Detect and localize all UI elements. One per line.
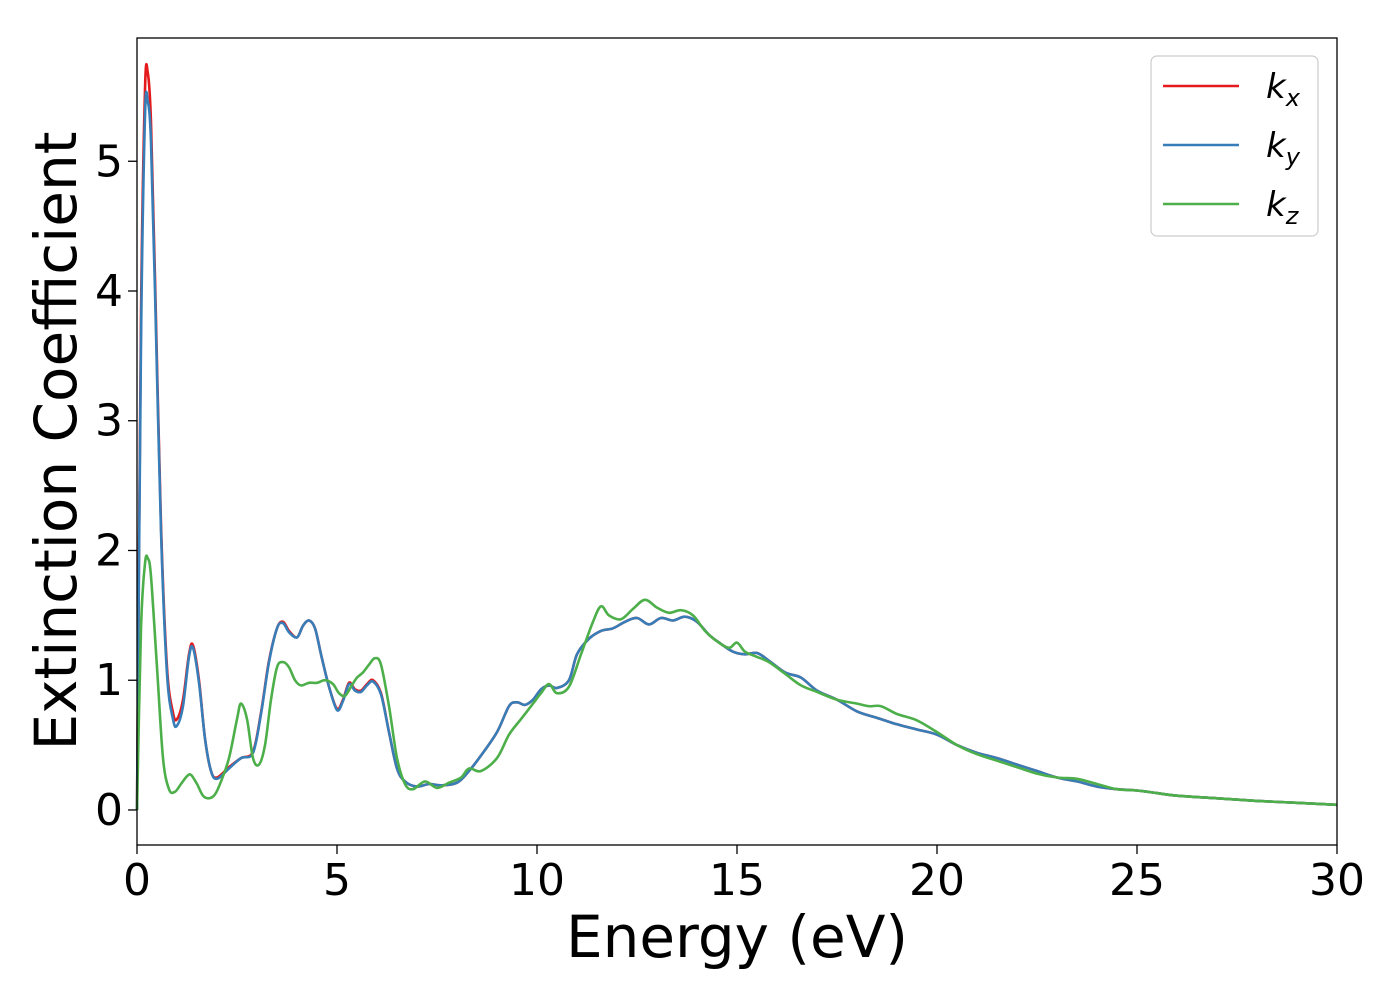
y-axis-title: Extinction Coefficient (22, 132, 90, 751)
series-line-z (135, 554, 1338, 811)
x-tick-label: 30 (1309, 855, 1365, 906)
y-tick-label: 4 (95, 266, 123, 317)
x-axis-title: Energy (eV) (566, 903, 908, 971)
x-tick-label: 15 (709, 855, 765, 906)
x-axis: 0 5 10 15 20 25 30 (123, 845, 1365, 906)
y-tick-label: 3 (95, 396, 123, 447)
legend-label-z: kz (1266, 185, 1300, 230)
y-tick-label: 1 (95, 655, 123, 706)
x-tick-label: 5 (323, 855, 351, 906)
x-tick-label: 10 (509, 855, 565, 906)
y-tick-label: 2 (95, 525, 123, 576)
plot-lines (135, 63, 1338, 811)
legend-label-x: kx (1266, 67, 1301, 112)
legend-label-y: ky (1266, 126, 1301, 171)
series-line-y (135, 90, 1338, 811)
y-tick-label: 5 (95, 136, 123, 187)
x-tick-label: 20 (909, 855, 965, 906)
x-tick-label: 0 (123, 855, 151, 906)
legend: kx ky kz (1150, 55, 1319, 237)
x-tick-label: 25 (1109, 855, 1165, 906)
y-axis: 0 1 2 3 4 5 (95, 136, 137, 836)
y-tick-label: 0 (95, 785, 123, 836)
